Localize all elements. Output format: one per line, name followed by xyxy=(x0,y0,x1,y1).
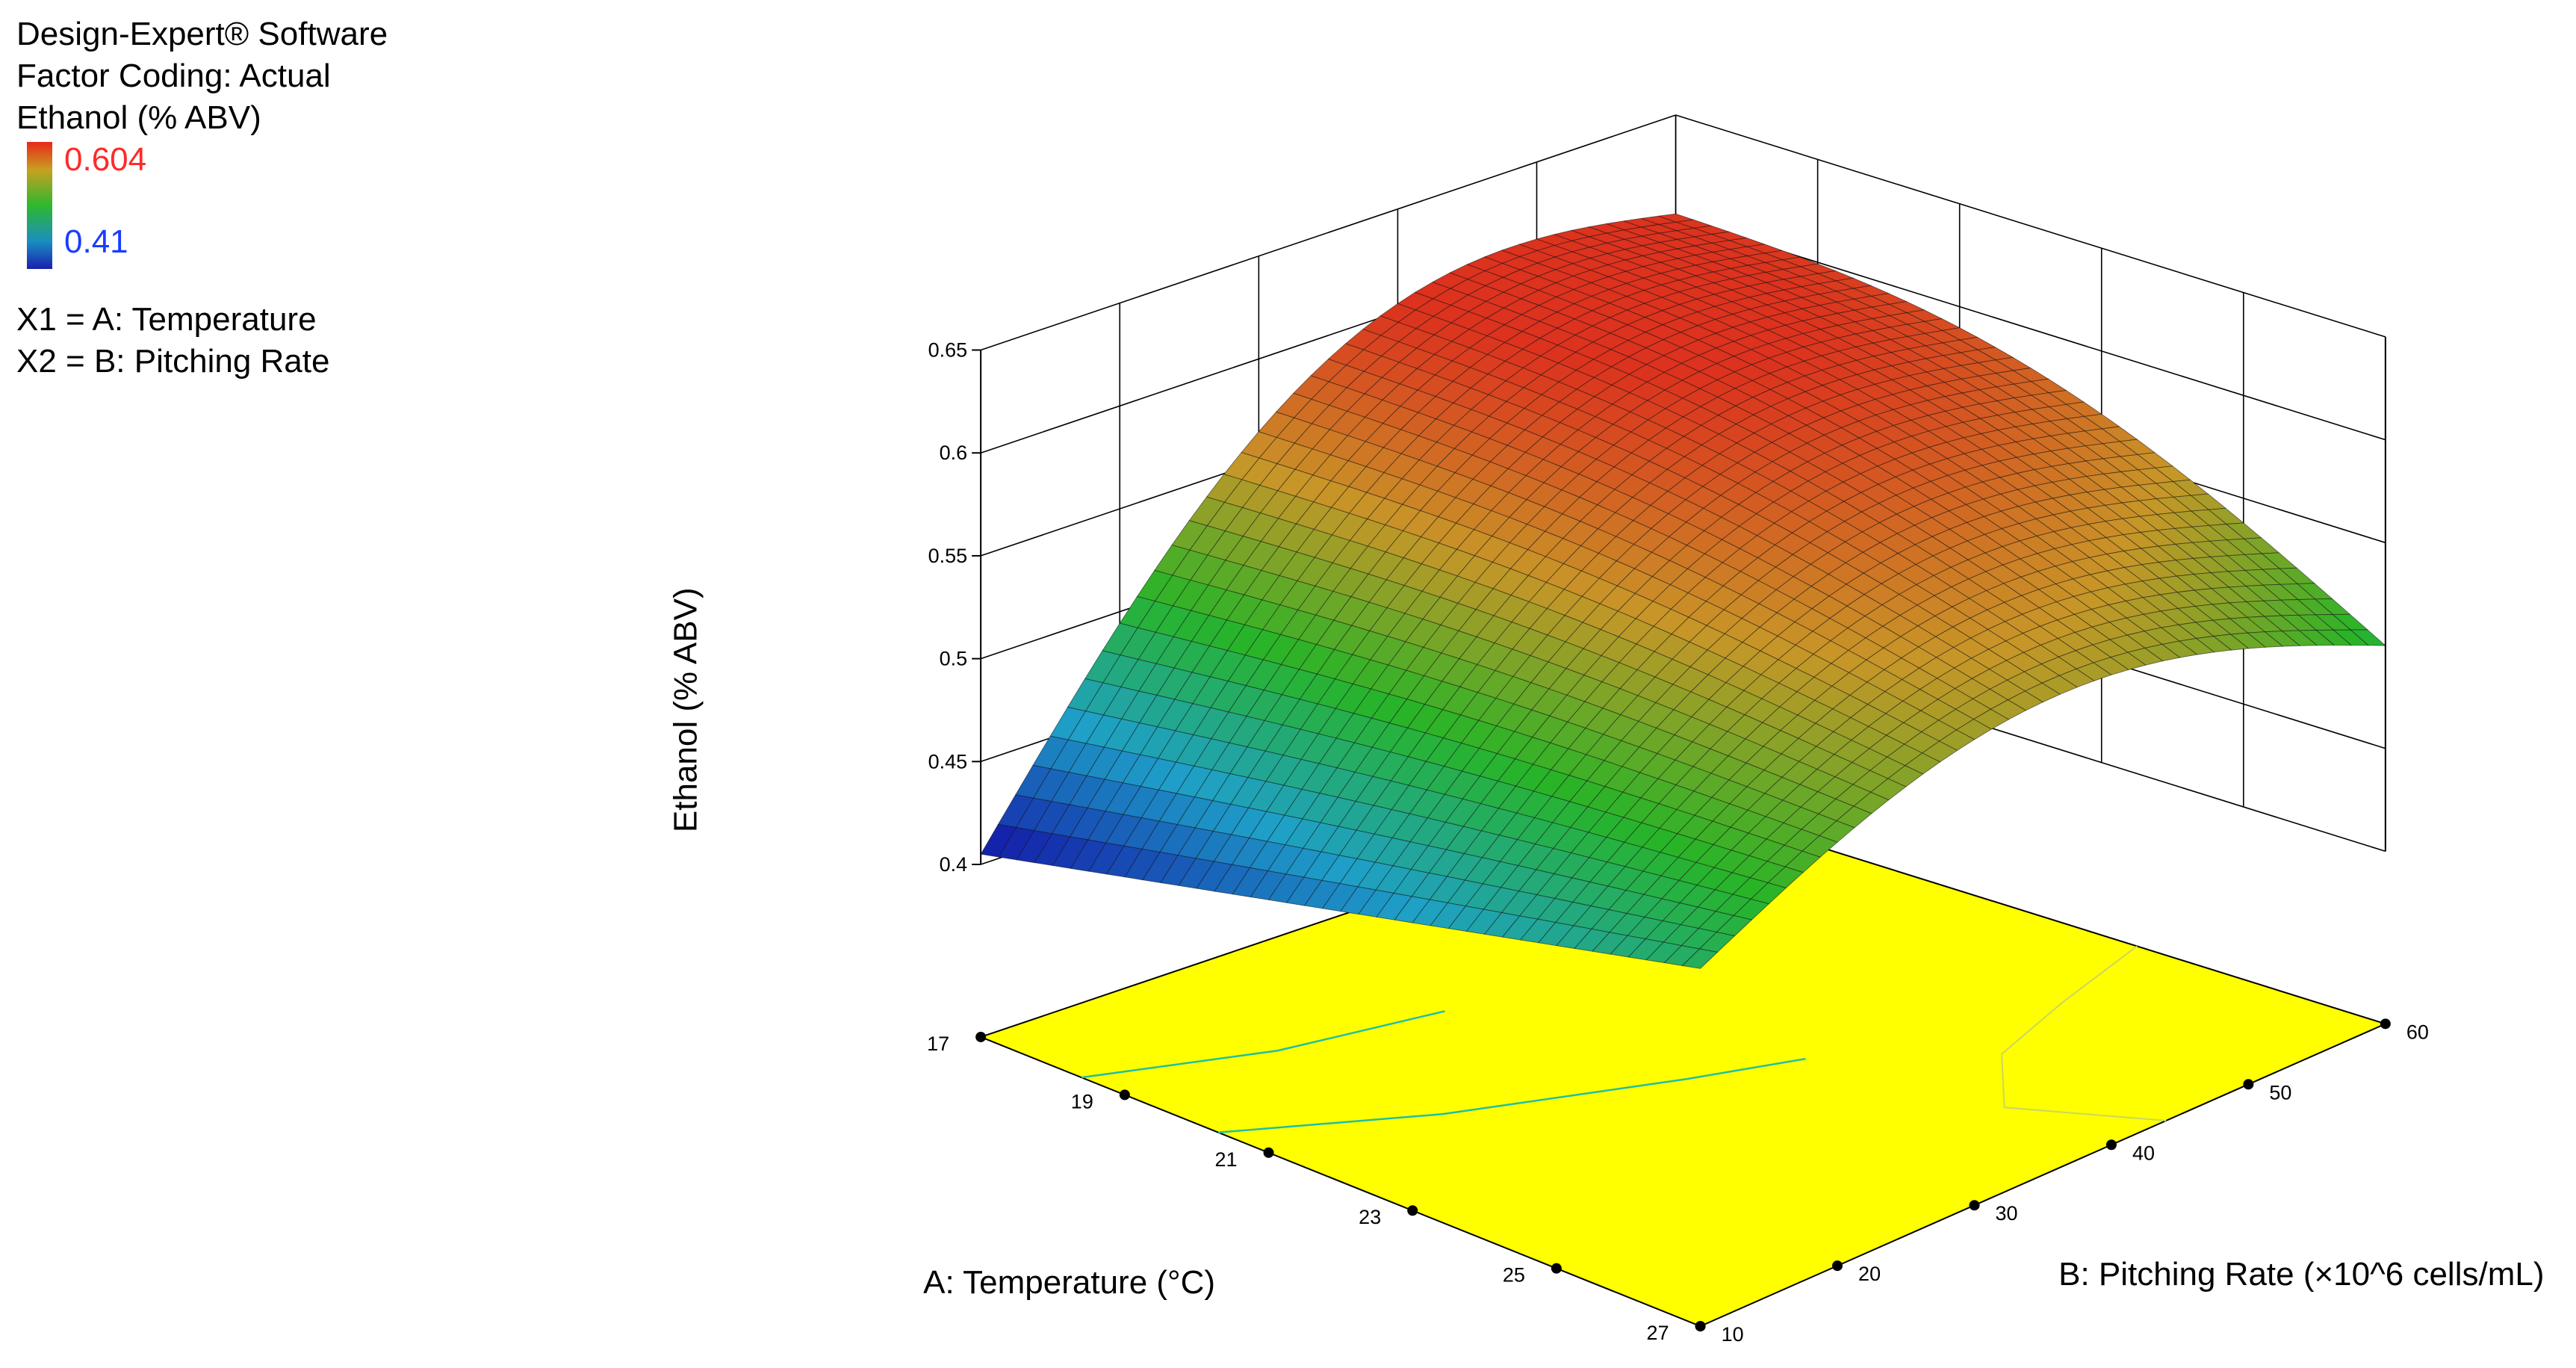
legend-min-label: 0.41 xyxy=(64,223,128,260)
z-tick-label: 0.65 xyxy=(928,339,968,362)
factor-coding: Factor Coding: Actual xyxy=(16,58,331,94)
x-tick-label: 23 xyxy=(1359,1206,1381,1228)
grid-line xyxy=(1675,114,2386,338)
x-tick xyxy=(1407,1205,1418,1216)
x-tick xyxy=(975,1031,987,1042)
y-tick xyxy=(2380,1018,2391,1030)
z-tick-label: 0.4 xyxy=(940,853,968,876)
y-tick xyxy=(1969,1200,1980,1211)
z-tick-label: 0.55 xyxy=(928,545,968,567)
y-tick-label: 20 xyxy=(1858,1263,1881,1285)
factor-definitions: X1 = A: Temperature X2 = B: Pitching Rat… xyxy=(16,299,329,383)
z-axis-label: Ethanol (% ABV) xyxy=(668,587,704,832)
y-tick-label: 40 xyxy=(2132,1142,2155,1164)
x-tick-label: 19 xyxy=(1071,1090,1093,1112)
info-block: Design-Expert® Software Factor Coding: A… xyxy=(16,13,388,139)
z-tick-label: 0.45 xyxy=(928,750,968,773)
x-axis-label: A: Temperature (°C) xyxy=(923,1264,1215,1301)
x-tick xyxy=(1551,1263,1562,1274)
factor-x1: X1 = A: Temperature xyxy=(16,301,317,338)
y-tick xyxy=(2243,1079,2254,1090)
y-axis-label: B: Pitching Rate (×10^6 cells/mL) xyxy=(2058,1256,2544,1293)
contour-line xyxy=(2001,945,2167,1121)
contour-line xyxy=(1081,1010,1445,1079)
y-tick-label: 60 xyxy=(2406,1021,2429,1043)
y-tick-label: 10 xyxy=(1722,1323,1744,1346)
z-tick-label: 0.5 xyxy=(940,648,968,670)
y-tick xyxy=(1832,1260,1843,1272)
y-tick xyxy=(2105,1139,2117,1151)
response-surface xyxy=(980,213,2387,969)
y-tick xyxy=(1695,1321,1706,1332)
x-tick-label: 17 xyxy=(927,1033,949,1055)
x-tick xyxy=(1119,1089,1130,1101)
x-tick xyxy=(1263,1147,1274,1158)
grid-line xyxy=(980,114,1676,351)
surface-cell xyxy=(1681,948,1719,969)
factor-x2: X2 = B: Pitching Rate xyxy=(16,343,330,380)
legend-max-label: 0.604 xyxy=(64,141,147,178)
x-tick-label: 27 xyxy=(1647,1322,1669,1344)
software-title: Design-Expert® Software xyxy=(16,16,388,52)
z-tick-label: 0.6 xyxy=(940,442,968,464)
x-tick-label: 21 xyxy=(1214,1148,1237,1171)
y-tick-label: 30 xyxy=(1996,1202,2018,1225)
contour-line xyxy=(1218,1057,1806,1133)
axes: 0.4 0.45 0.5 0.55 0.6 0.65 17 19 21 23 25 27 10 20 30 4… xyxy=(927,336,2429,1346)
x-tick-label: 25 xyxy=(1503,1264,1525,1287)
response-name: Ethanol (% ABV) xyxy=(16,99,261,136)
y-tick-label: 50 xyxy=(2269,1081,2291,1104)
color-legend-bar xyxy=(27,142,52,269)
